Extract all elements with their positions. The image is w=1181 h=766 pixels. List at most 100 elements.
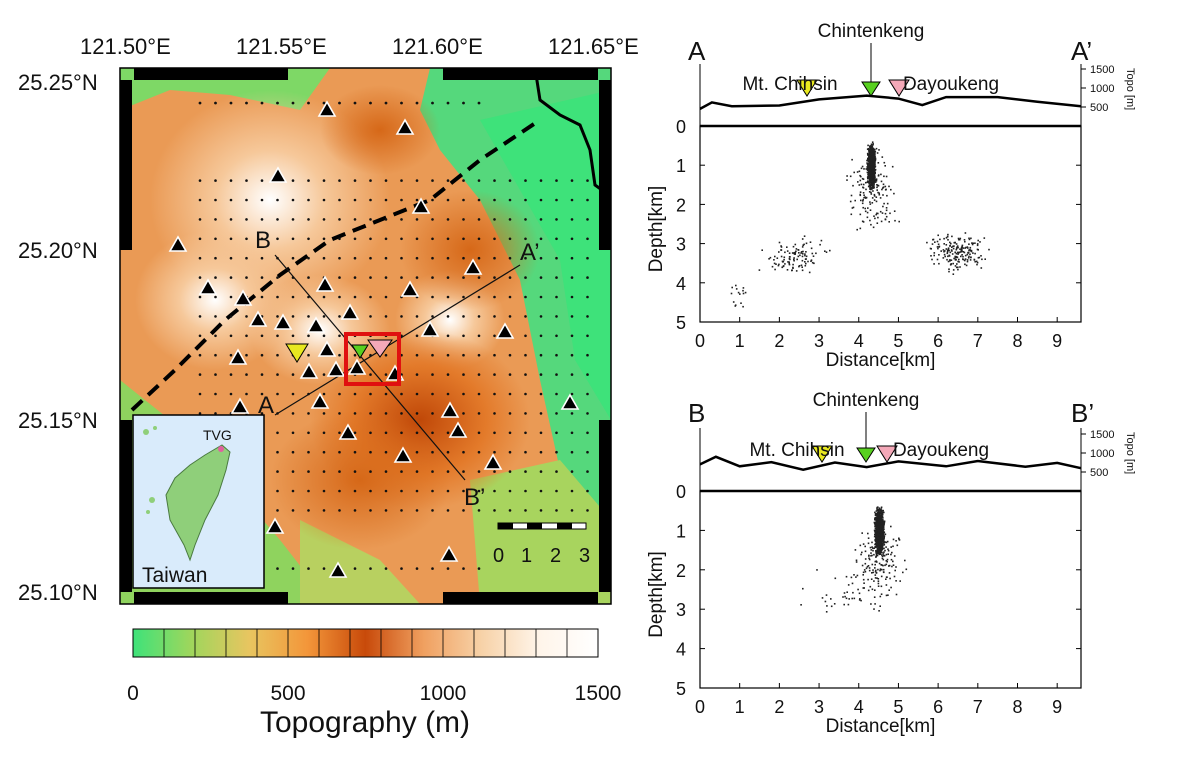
earthquake-point xyxy=(876,186,878,189)
earthquake-point xyxy=(876,548,879,551)
earthquake-point xyxy=(872,190,874,192)
earthquake-point xyxy=(896,544,899,547)
distance-tick: 6 xyxy=(933,331,943,351)
earthquake-point xyxy=(890,553,892,556)
earthquake-point xyxy=(874,161,876,164)
earthquake-point xyxy=(820,239,823,242)
earthquake-point xyxy=(883,542,886,544)
earthquake-point xyxy=(873,215,875,217)
earthquake-point xyxy=(968,238,971,241)
earthquake-point xyxy=(960,248,963,250)
earthquake-point xyxy=(880,524,883,526)
earthquake-point xyxy=(888,572,891,574)
earthquake-point xyxy=(958,261,960,263)
peak-label-dayoukeng: Dayoukeng xyxy=(903,74,999,95)
earthquake-point xyxy=(881,156,884,158)
topography-map: A A’ B B’ 0 1 2 3 TVG Taiwan xyxy=(18,34,639,605)
earthquake-point xyxy=(883,523,885,525)
earthquake-point xyxy=(960,251,962,253)
earthquake-point xyxy=(813,262,815,265)
earthquake-point xyxy=(880,593,883,595)
earthquake-point xyxy=(865,567,868,570)
earthquake-point xyxy=(872,157,875,160)
label-a-prime: A’ xyxy=(520,239,540,266)
earthquake-point xyxy=(876,509,879,511)
earthquake-point xyxy=(976,244,979,247)
earthquake-point xyxy=(802,253,804,255)
earthquake-point xyxy=(966,259,969,261)
earthquake-point xyxy=(758,269,761,271)
earthquake-point xyxy=(735,284,737,287)
earthquake-point xyxy=(761,249,763,251)
earthquake-point xyxy=(792,263,794,266)
earthquake-point xyxy=(873,580,875,582)
earthquake-point xyxy=(876,551,879,554)
earthquake-point xyxy=(945,237,948,239)
earthquake-point xyxy=(873,535,876,538)
earthquake-point xyxy=(821,597,824,599)
earthquake-point xyxy=(964,254,967,257)
earthquake-point xyxy=(878,527,881,529)
earthquake-point xyxy=(882,518,884,521)
earthquake-point xyxy=(871,546,873,548)
earthquake-point xyxy=(873,596,876,598)
earthquake-point xyxy=(780,249,783,251)
earthquake-point xyxy=(885,594,888,597)
earthquake-point xyxy=(881,212,884,214)
earthquake-point xyxy=(874,217,876,220)
earthquake-point xyxy=(869,173,871,176)
earthquake-point xyxy=(975,260,978,263)
distance-tick: 7 xyxy=(973,697,983,717)
earthquake-point xyxy=(782,260,785,263)
earthquake-point xyxy=(867,532,869,535)
earthquake-point xyxy=(742,287,745,289)
earthquake-point xyxy=(846,179,848,181)
earthquake-point xyxy=(882,521,884,523)
earthquake-point xyxy=(864,562,867,565)
earthquake-point xyxy=(874,513,877,515)
earthquake-point xyxy=(867,565,870,567)
earthquake-point xyxy=(870,578,873,580)
earthquake-point xyxy=(861,177,864,180)
earthquake-point xyxy=(872,155,874,158)
scale-tick-2: 2 xyxy=(550,545,561,567)
earthquake-point xyxy=(878,149,880,151)
earthquake-point xyxy=(843,592,846,594)
earthquake-point xyxy=(825,611,828,613)
earthquake-point xyxy=(855,559,858,562)
earthquake-point xyxy=(931,243,934,245)
earthquake-point xyxy=(961,244,964,247)
earthquake-point xyxy=(983,237,986,239)
earthquake-point xyxy=(939,238,941,241)
earthquake-point xyxy=(890,546,892,548)
earthquake-point xyxy=(875,178,878,180)
earthquake-point xyxy=(853,597,856,600)
earthquake-point xyxy=(872,160,874,163)
earthquake-point xyxy=(880,564,882,566)
earthquake-point xyxy=(859,227,862,230)
earthquake-point xyxy=(886,576,888,578)
earthquake-point xyxy=(952,245,954,248)
earthquake-point xyxy=(890,586,892,589)
earthquake-point xyxy=(881,530,884,532)
earthquake-point xyxy=(946,251,949,253)
earthquake-point xyxy=(892,560,894,563)
earthquake-point xyxy=(949,260,951,262)
earthquake-point xyxy=(875,527,878,530)
earthquake-point xyxy=(949,245,951,247)
earthquake-point xyxy=(786,250,789,252)
earthquake-point xyxy=(809,241,812,243)
earthquake-point xyxy=(932,238,935,241)
earthquake-point xyxy=(872,226,875,229)
earthquake-point xyxy=(874,166,876,168)
earthquake-point xyxy=(962,247,965,249)
earthquake-point xyxy=(886,558,889,561)
earthquake-point xyxy=(883,535,886,537)
earthquake-point xyxy=(874,514,877,516)
earthquake-point xyxy=(969,249,972,252)
earthquake-point xyxy=(872,571,875,574)
earthquake-point xyxy=(744,291,747,294)
lat-label-1: 25.25°N xyxy=(18,70,98,95)
earthquake-point xyxy=(882,194,884,196)
